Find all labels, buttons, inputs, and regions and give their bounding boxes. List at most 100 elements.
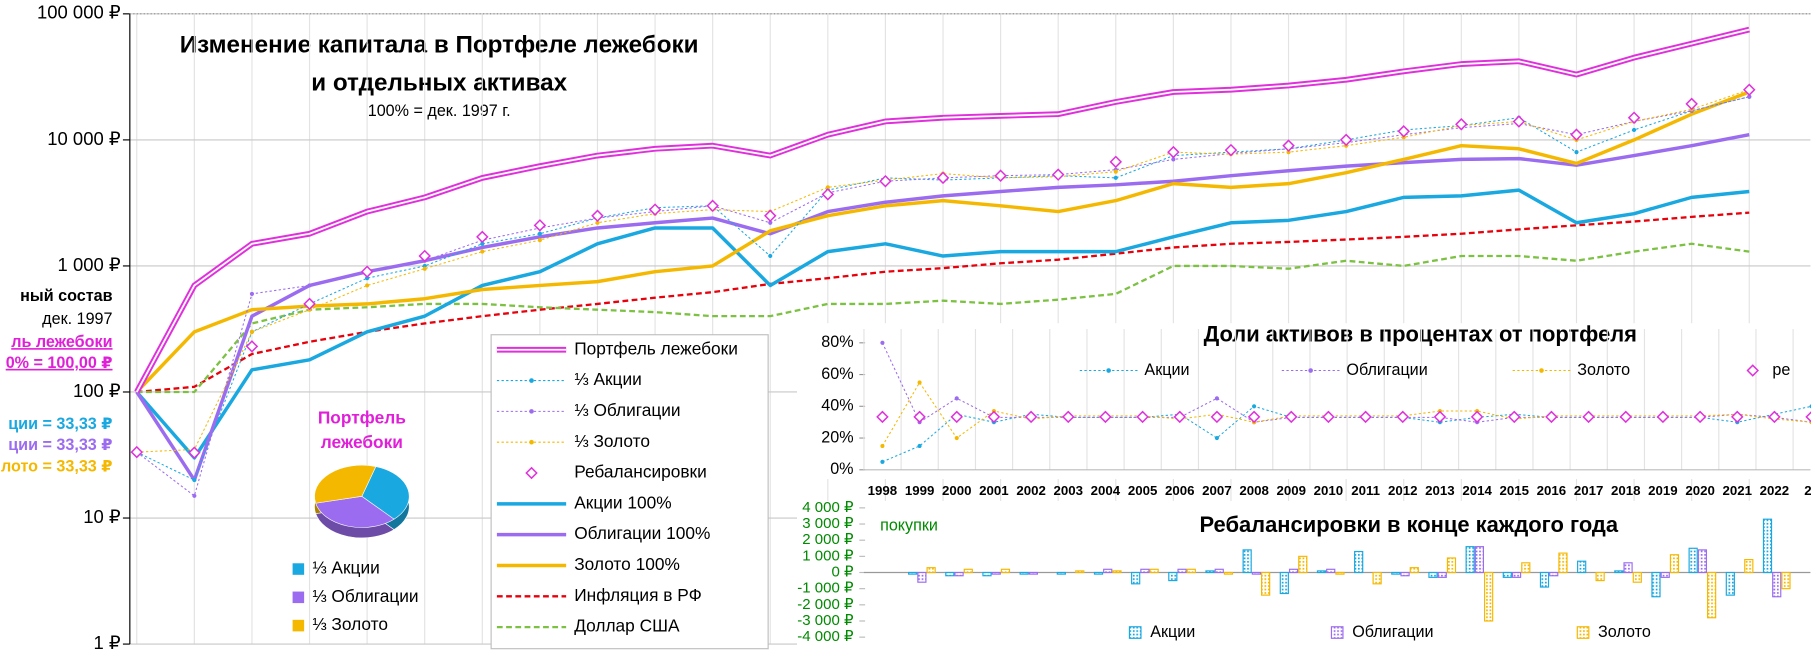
x-tick-label: 2015 bbox=[1499, 483, 1529, 498]
bar bbox=[1689, 548, 1697, 572]
y-tick-label: 100 000 ₽ bbox=[37, 2, 121, 23]
bar bbox=[1485, 573, 1493, 621]
rebalance-marker bbox=[1111, 157, 1121, 167]
bar bbox=[1475, 547, 1483, 573]
bar bbox=[1336, 573, 1344, 575]
x-tick-label: 2014 bbox=[1462, 483, 1492, 498]
side-note: ции = 33,33 ₽ bbox=[8, 436, 112, 454]
x-tick-label: 2018 bbox=[1611, 483, 1641, 498]
chart-title: Изменение капитала в Портфеле лежебоки bbox=[180, 32, 699, 59]
legend-label: Золото 100% bbox=[574, 554, 680, 574]
legend-label: Ребалансировки bbox=[574, 462, 707, 482]
series-point bbox=[1632, 128, 1636, 132]
legend-label: ⅓ Облигации bbox=[574, 400, 680, 420]
bar bbox=[1726, 573, 1734, 596]
x-tick-label: 1998 bbox=[868, 483, 898, 498]
rebalance-marker bbox=[1686, 99, 1696, 109]
x-tick-label: 2004 bbox=[1091, 483, 1121, 498]
legend-label: ⅓ Золото bbox=[574, 431, 650, 451]
bar bbox=[1132, 573, 1140, 584]
bar bbox=[1513, 573, 1521, 578]
bar bbox=[946, 573, 954, 576]
series-point bbox=[538, 232, 542, 236]
legend-label: Акции 100% bbox=[574, 492, 671, 512]
annotation: покупки bbox=[880, 517, 938, 535]
y-tick-label: 3 000 ₽ bbox=[802, 515, 854, 532]
bar bbox=[1057, 573, 1065, 575]
y-tick-label: 10 ₽ bbox=[83, 506, 121, 527]
bar bbox=[1392, 573, 1400, 575]
bar bbox=[1596, 573, 1604, 581]
chart-title: Ребалансировки в конце каждого года bbox=[1199, 512, 1618, 537]
bar bbox=[1141, 569, 1149, 572]
y-tick-label: 1 000 ₽ bbox=[58, 254, 121, 275]
bar bbox=[1243, 550, 1251, 573]
bar bbox=[1559, 553, 1567, 572]
chart-subtitle: и отдельных активах bbox=[311, 70, 567, 97]
x-tick-label: 2016 bbox=[1537, 483, 1567, 498]
bar bbox=[1001, 569, 1009, 572]
y-tick-label: 100 ₽ bbox=[73, 380, 121, 401]
bar bbox=[1224, 573, 1232, 575]
y-tick-label: 1 000 ₽ bbox=[802, 547, 854, 564]
legend-label: ⅓ Облигации bbox=[312, 586, 418, 606]
y-tick-label: -1 000 ₽ bbox=[797, 580, 854, 597]
bar bbox=[1466, 547, 1474, 573]
y-tick-label: 1 ₽ bbox=[93, 632, 120, 651]
side-note: дек. 1997 bbox=[42, 310, 112, 328]
rebalance-marker bbox=[823, 189, 833, 199]
legend-swatch bbox=[1129, 627, 1141, 639]
bar bbox=[918, 573, 926, 583]
series-point bbox=[1215, 436, 1219, 440]
y-tick-label: -3 000 ₽ bbox=[797, 612, 854, 629]
series-point bbox=[955, 396, 959, 400]
bar bbox=[1299, 556, 1307, 572]
bar bbox=[1550, 573, 1558, 576]
legend-swatch-point bbox=[1308, 368, 1313, 373]
bar bbox=[1763, 519, 1771, 572]
rebalance-marker bbox=[1053, 169, 1063, 179]
bar bbox=[1020, 573, 1028, 575]
x-tick-label: 2017 bbox=[1574, 483, 1604, 498]
y-tick-label: -2 000 ₽ bbox=[797, 596, 854, 613]
bar bbox=[964, 569, 972, 572]
legend-label: Инфляция в РФ bbox=[574, 585, 702, 605]
y-tick-label: 2 000 ₽ bbox=[802, 531, 854, 548]
bar bbox=[1708, 573, 1716, 618]
page: Портфель лежебоки html, body { margin: 0… bbox=[0, 0, 1811, 651]
series-point bbox=[880, 341, 884, 345]
legend-swatch-point bbox=[1106, 368, 1111, 373]
series-point bbox=[192, 494, 196, 498]
series-point bbox=[918, 380, 922, 384]
legend-label: Облигации 100% bbox=[574, 523, 710, 543]
rebalance-marker bbox=[362, 267, 372, 277]
legend-swatch-point bbox=[529, 440, 534, 445]
legend-label: Золото bbox=[1598, 623, 1651, 641]
bar bbox=[1150, 569, 1158, 572]
rebalance-marker bbox=[938, 173, 948, 183]
series-point bbox=[880, 460, 884, 464]
bar bbox=[1698, 550, 1706, 573]
series-point bbox=[1215, 396, 1219, 400]
rebalance-marker bbox=[247, 341, 257, 351]
rebalance-marker bbox=[650, 204, 660, 214]
legend-swatch bbox=[1331, 627, 1343, 639]
x-tick-label: 20 bbox=[1804, 483, 1811, 498]
rebalance-marker bbox=[477, 232, 487, 242]
x-tick-label: 2007 bbox=[1202, 483, 1232, 498]
legend-swatch bbox=[1577, 627, 1589, 639]
series-point bbox=[250, 292, 254, 296]
rebalance-marker bbox=[1629, 113, 1639, 123]
x-tick-label: 2002 bbox=[1016, 483, 1046, 498]
x-tick-label: 2008 bbox=[1239, 483, 1269, 498]
legend-swatch bbox=[293, 620, 305, 632]
rebalance-chart: Ребалансировки в конце каждого года поку… bbox=[797, 499, 1810, 651]
x-tick-label: 2021 bbox=[1722, 483, 1752, 498]
bar bbox=[1317, 571, 1325, 573]
legend-label: Доллар США bbox=[574, 616, 680, 636]
bar bbox=[1624, 563, 1632, 573]
y-tick-label: 60% bbox=[821, 365, 853, 383]
series-point bbox=[918, 444, 922, 448]
series-point bbox=[1114, 176, 1118, 180]
rebalance-marker bbox=[880, 176, 890, 186]
